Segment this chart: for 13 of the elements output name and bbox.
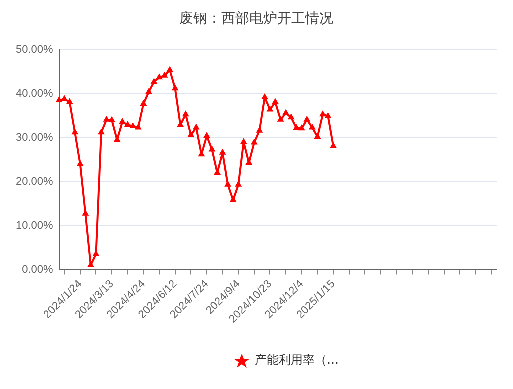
- chart-title: 废钢：西部电炉开工情况: [178, 10, 334, 28]
- point: [225, 182, 231, 187]
- point: [78, 161, 84, 166]
- point: [262, 94, 268, 100]
- y-tick-label: 50.00%: [16, 44, 54, 56]
- y-tick-label: 30.00%: [16, 132, 54, 144]
- y-tick-label: 0.00%: [22, 264, 54, 276]
- y-tick-label: 20.00%: [16, 176, 54, 188]
- y-tick-label: 10.00%: [16, 220, 54, 232]
- point: [236, 182, 242, 187]
- point: [130, 123, 136, 128]
- y-tick-label: 40.00%: [16, 88, 54, 100]
- legend-label: 产能利用率（…: [255, 352, 339, 369]
